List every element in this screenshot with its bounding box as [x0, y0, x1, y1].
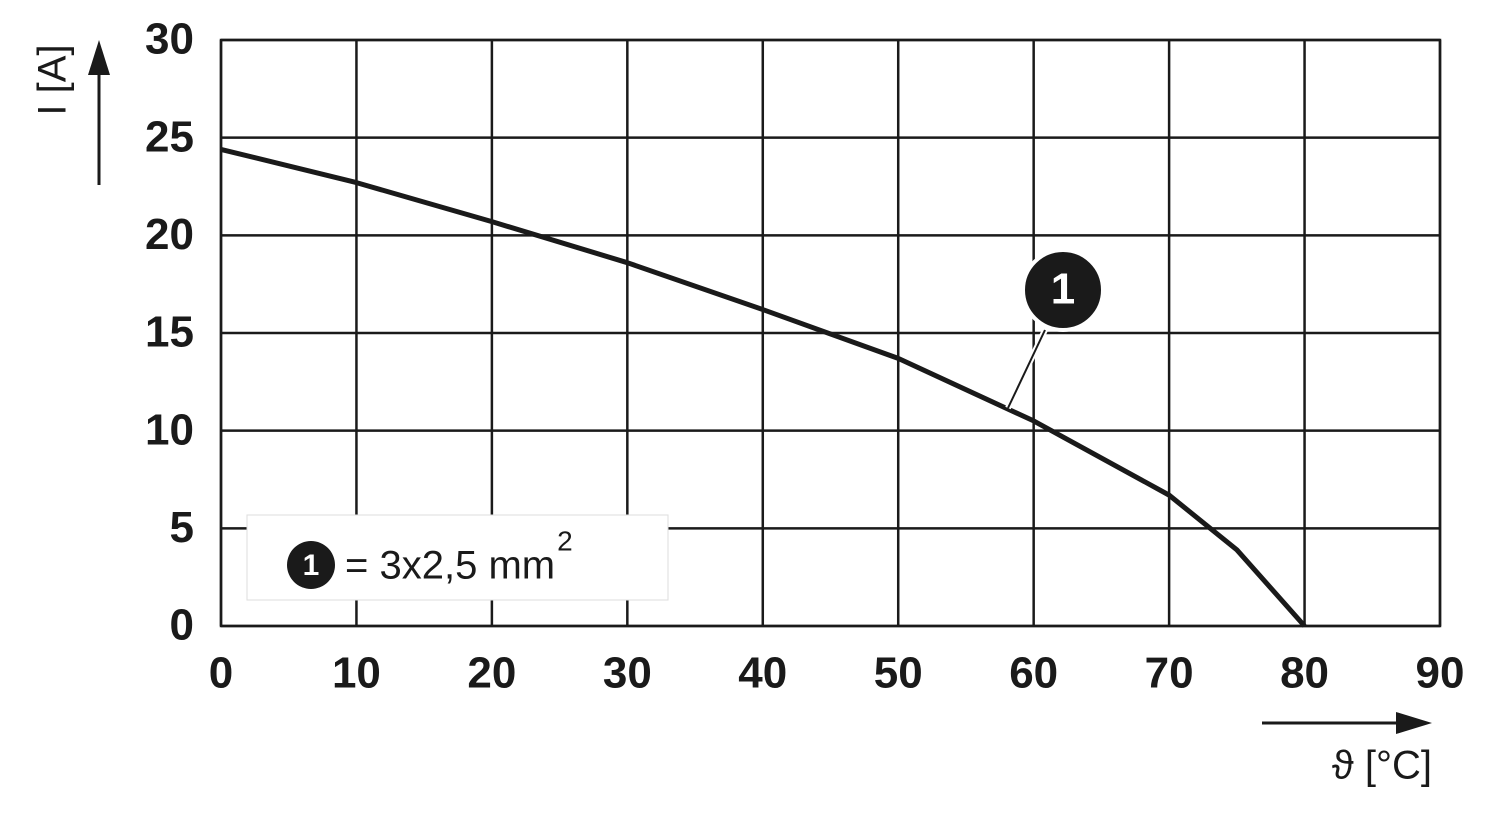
y-tick-label: 0 — [170, 601, 194, 650]
x-tick-label: 70 — [1145, 649, 1194, 698]
x-tick-label: 20 — [467, 649, 516, 698]
x-axis-label: ϑ [°C] — [1332, 744, 1432, 788]
y-tick-label: 30 — [145, 15, 194, 64]
x-tick-label: 30 — [603, 649, 652, 698]
callout-label: 1 — [1051, 265, 1075, 314]
y-axis-arrowhead — [88, 40, 110, 75]
legend-text: = 3x2,5 mm — [345, 544, 555, 588]
x-tick-label: 40 — [738, 649, 787, 698]
x-tick-label: 90 — [1416, 649, 1465, 698]
y-tick-label: 15 — [145, 308, 194, 357]
callout-line — [1007, 329, 1046, 409]
data-line — [220, 146, 1307, 628]
y-tick-label: 20 — [145, 210, 194, 259]
x-axis-arrowhead — [1396, 712, 1432, 734]
callout-marker — [1021, 248, 1105, 332]
x-tick-label: 80 — [1280, 649, 1329, 698]
y-tick-label: 5 — [170, 503, 194, 552]
legend-marker-label: 1 — [303, 549, 320, 582]
x-tick-label: 50 — [874, 649, 923, 698]
y-axis-label: I [A] — [31, 44, 75, 115]
x-tick-label: 0 — [209, 649, 233, 698]
x-tick-label: 10 — [332, 649, 381, 698]
legend-marker — [287, 541, 335, 589]
y-tick-label: 25 — [145, 112, 194, 161]
y-tick-label: 10 — [145, 405, 194, 454]
legend-superscript: 2 — [557, 525, 573, 556]
x-tick-label: 60 — [1009, 649, 1058, 698]
